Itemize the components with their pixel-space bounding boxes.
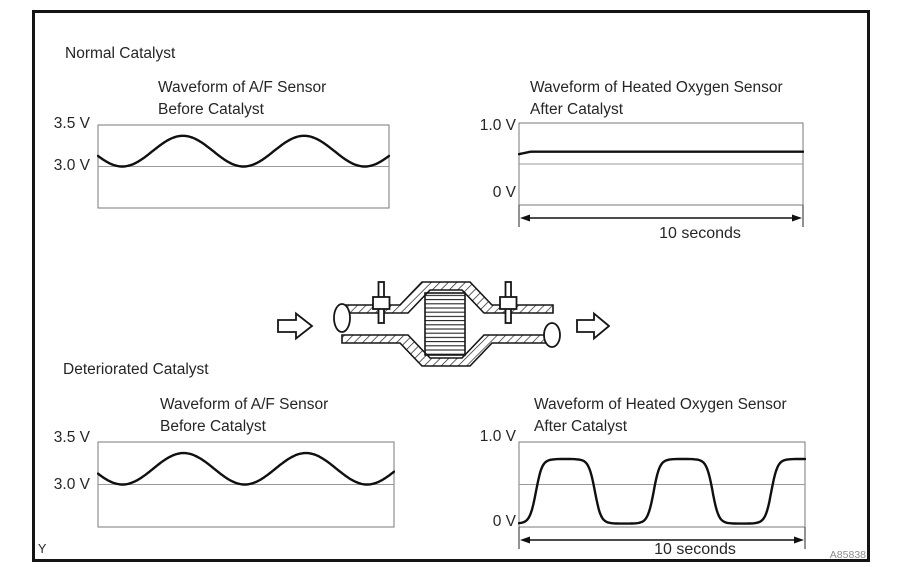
y-tick-label-3-0v: 3.0 V xyxy=(53,157,90,174)
chart-title-line1: Waveform of A/F Sensor xyxy=(160,396,329,413)
outlet-opening xyxy=(543,322,561,348)
front-sensor-plug xyxy=(372,281,391,324)
flow-out-arrow-icon xyxy=(576,311,610,341)
chart-title-line1: Waveform of A/F Sensor xyxy=(158,79,327,96)
chart-title-af-normal: Waveform of A/F Sensor Before Catalyst xyxy=(158,77,326,121)
waveform-trace xyxy=(97,451,395,486)
chart-title-line2: Before Catalyst xyxy=(158,101,264,118)
y-tick-label-3-5v: 3.5 V xyxy=(53,115,90,132)
chart-title-line1: Waveform of Heated Oxygen Sensor xyxy=(534,396,787,413)
inlet-opening xyxy=(333,303,351,333)
plot-af-sensor-deteriorated xyxy=(97,441,395,528)
chart-title-o2-normal: Waveform of Heated Oxygen Sensor After C… xyxy=(530,77,783,121)
chart-title-o2-deteriorated: Waveform of Heated Oxygen Sensor After C… xyxy=(534,394,787,438)
catalyst-core xyxy=(424,292,466,356)
figure-id: A85838 xyxy=(829,549,866,561)
arrowhead-left-icon xyxy=(520,214,530,222)
y-tick-label-3-5v: 3.5 V xyxy=(53,429,90,446)
flow-in-arrow-icon xyxy=(277,311,314,341)
plot-o2-sensor-deteriorated xyxy=(518,441,806,549)
time-axis-label: 10 seconds xyxy=(659,225,741,242)
catalytic-converter-illustration xyxy=(277,281,610,367)
arrowhead-right-icon xyxy=(792,214,802,222)
time-axis-label: 10 seconds xyxy=(654,541,736,558)
arrowhead-left-icon xyxy=(520,536,530,544)
plot-af-sensor-normal xyxy=(97,124,390,209)
y-tick-label-0v: 0 V xyxy=(492,184,516,201)
chart-title-line2: After Catalyst xyxy=(534,418,628,435)
chart-title-line2: After Catalyst xyxy=(530,101,624,118)
section-label-deteriorated: Deteriorated Catalyst xyxy=(63,361,209,378)
plot-o2-sensor-normal xyxy=(518,122,804,227)
y-tick-label-1-0v: 1.0 V xyxy=(479,428,516,445)
y-tick-label-1-0v: 1.0 V xyxy=(479,117,516,134)
waveform-trace xyxy=(97,134,390,168)
corner-label: Y xyxy=(38,542,47,556)
arrowhead-right-icon xyxy=(794,536,804,544)
waveform-trace xyxy=(518,150,804,156)
chart-title-line1: Waveform of Heated Oxygen Sensor xyxy=(530,79,783,96)
section-label-normal: Normal Catalyst xyxy=(65,45,176,62)
y-tick-label-0v: 0 V xyxy=(492,513,516,530)
waveform-trace xyxy=(518,457,806,525)
rear-sensor-plug xyxy=(499,281,518,324)
y-tick-label-3-0v: 3.0 V xyxy=(53,476,90,493)
chart-title-af-deteriorated: Waveform of A/F Sensor Before Catalyst xyxy=(160,394,328,438)
chart-title-line2: Before Catalyst xyxy=(160,418,266,435)
